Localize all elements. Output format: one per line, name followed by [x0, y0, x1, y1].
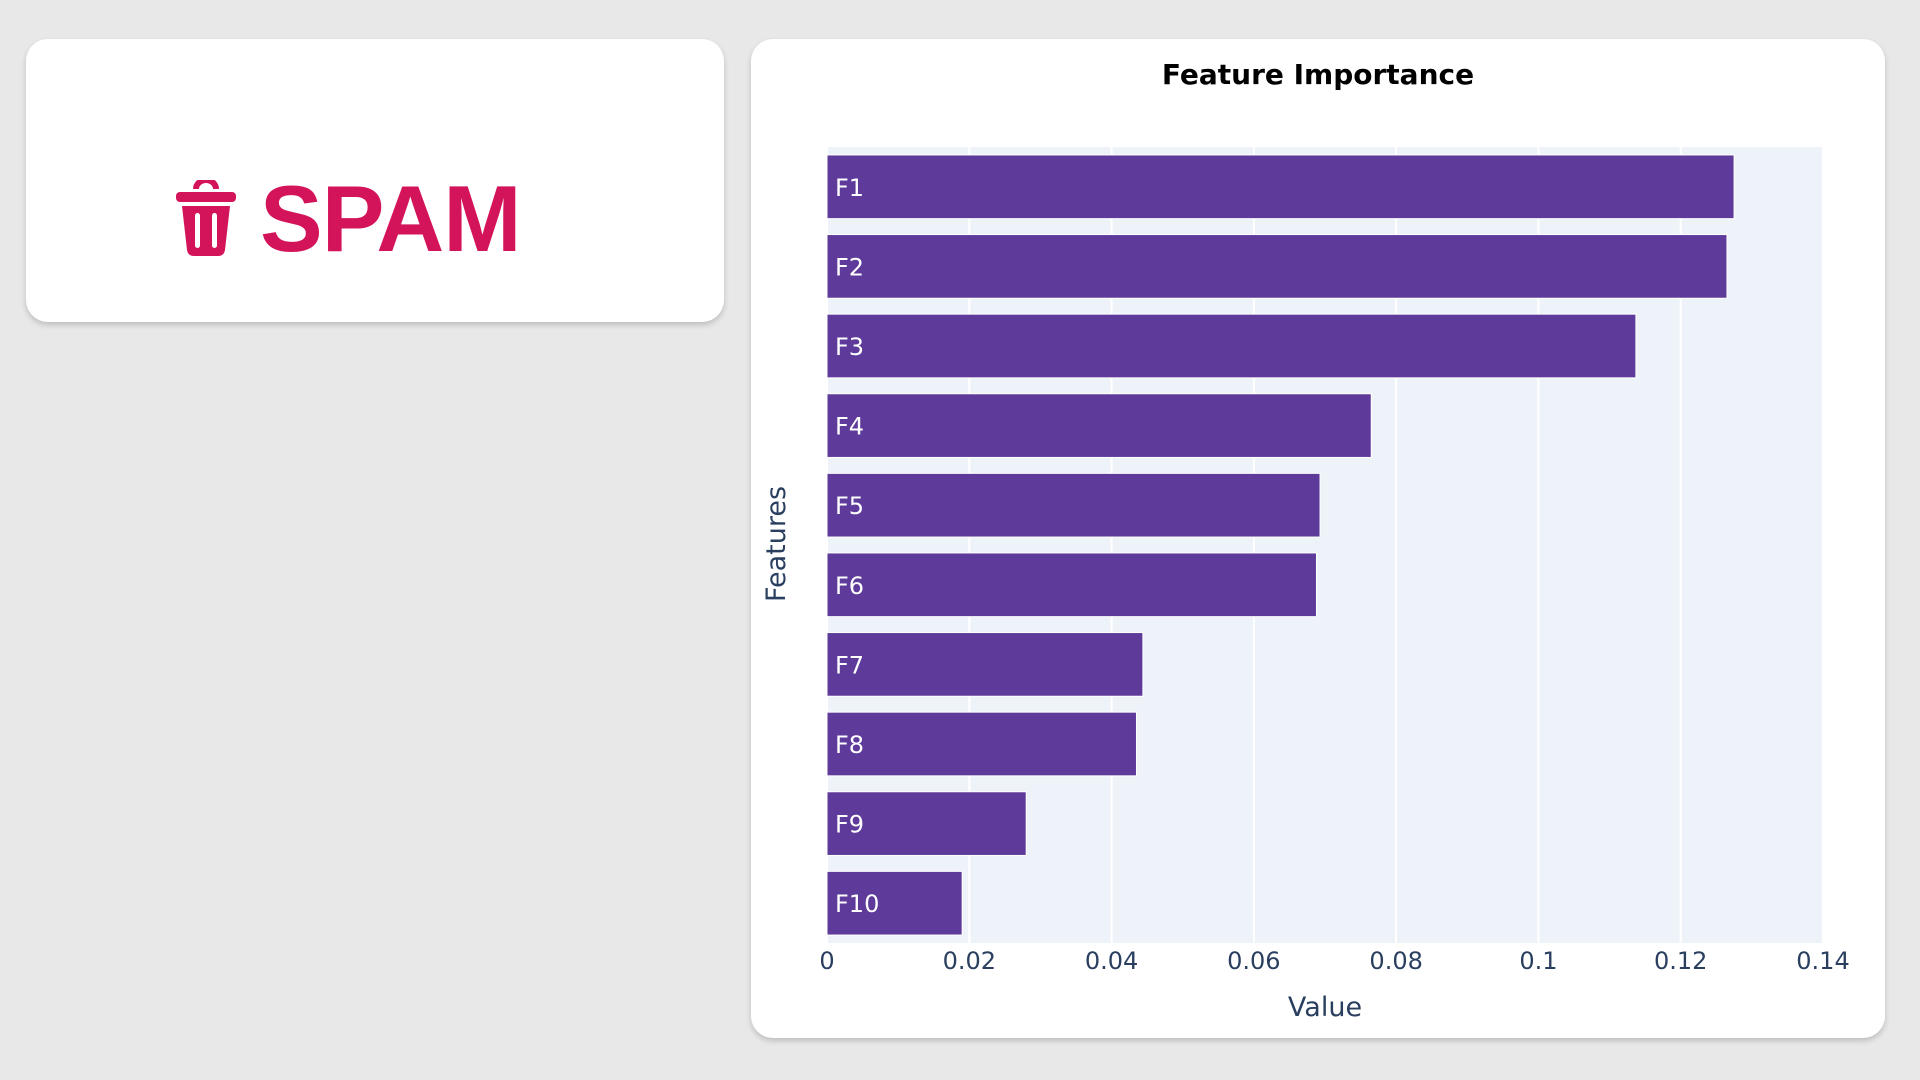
y-axis-title: Features	[761, 486, 792, 602]
x-tick-label: 0.08	[1369, 947, 1422, 975]
bar-label: F4	[835, 413, 864, 441]
prediction-text: SPAM	[260, 166, 522, 271]
trash-icon	[174, 180, 238, 258]
x-tick-label: 0.06	[1227, 947, 1280, 975]
bar-label: F7	[835, 651, 864, 679]
bar-label: F8	[835, 731, 864, 759]
x-tick-label: 0.12	[1654, 947, 1707, 975]
bar	[826, 552, 1317, 618]
x-axis-title: Value	[1288, 992, 1362, 1023]
chart-title: Feature Importance	[1162, 58, 1474, 91]
bar-label: F10	[835, 890, 879, 918]
bar	[826, 711, 1137, 777]
bar	[826, 234, 1728, 299]
bar	[826, 632, 1144, 697]
bar-label: F2	[835, 253, 864, 281]
bar	[826, 154, 1735, 220]
x-tick-label: 0.02	[943, 947, 996, 975]
bar	[826, 870, 963, 936]
prediction-card: SPAM	[26, 39, 724, 322]
x-tick-label: 0.14	[1796, 947, 1849, 975]
x-tick-label: 0.04	[1085, 947, 1138, 975]
feature-importance-chart: Feature Importance 0 0.02 0.04 0.06 0.08 0.1 0…	[751, 39, 1885, 1038]
bar	[826, 472, 1321, 538]
bar-label: F6	[835, 572, 864, 600]
bar	[826, 393, 1372, 458]
bar	[826, 791, 1027, 856]
prediction-label: SPAM	[174, 166, 522, 271]
chart-canvas: Feature Importance 0 0.02 0.04 0.06 0.08 0.1 0…	[761, 58, 1850, 1023]
bar	[826, 313, 1637, 379]
bar-label: F5	[835, 492, 864, 520]
bar-label: F1	[835, 174, 864, 202]
bar-label: F9	[835, 811, 864, 839]
bar-label: F3	[835, 333, 864, 361]
x-tick-label: 0.1	[1519, 947, 1557, 975]
x-tick-label: 0	[819, 947, 834, 975]
